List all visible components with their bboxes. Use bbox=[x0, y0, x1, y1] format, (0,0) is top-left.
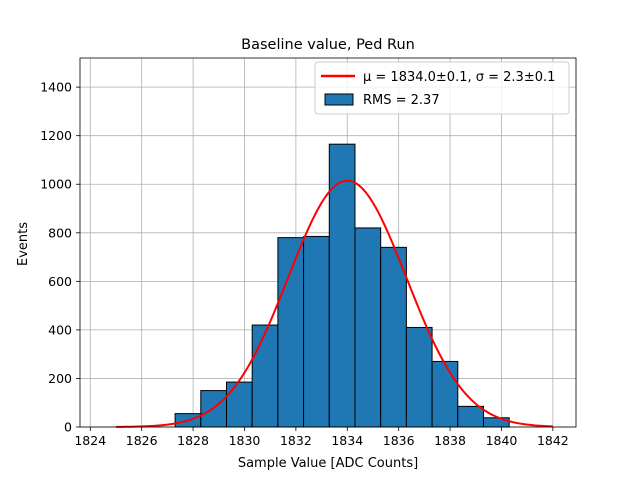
y-axis-label: Events bbox=[16, 222, 31, 266]
histogram-bar bbox=[277, 237, 305, 428]
x-tick-label: 1842 bbox=[537, 433, 569, 448]
gaussian-fit-curve bbox=[115, 179, 553, 428]
histogram-bar bbox=[354, 227, 382, 428]
legend: μ = 1834.0±0.1, σ = 2.3±0.1 RMS = 2.37 bbox=[314, 61, 570, 115]
histogram-bar bbox=[225, 381, 253, 428]
histogram-bar bbox=[328, 143, 356, 428]
x-tick-label: 1830 bbox=[229, 433, 261, 448]
histogram-bar bbox=[380, 246, 407, 428]
histogram-bar bbox=[457, 405, 484, 428]
x-tick-label: 1840 bbox=[486, 433, 518, 448]
y-tick-label: 600 bbox=[48, 274, 72, 289]
x-tick-label: 1826 bbox=[126, 433, 158, 448]
y-tick-label: 1200 bbox=[40, 128, 72, 143]
y-tick-label: 1400 bbox=[40, 80, 72, 95]
y-tick-label: 1000 bbox=[40, 177, 72, 192]
y-axis-ticks: 0 200 400 600 800 1000 1200 1400 bbox=[40, 80, 80, 435]
histogram-bars bbox=[174, 143, 510, 428]
x-tick-label: 1838 bbox=[434, 433, 466, 448]
x-axis-ticks: 1824 1826 1828 1830 1832 1834 1836 1838 1840 1842 bbox=[74, 427, 569, 448]
y-tick-label: 400 bbox=[48, 322, 72, 337]
histogram-bar bbox=[431, 360, 459, 428]
x-tick-label: 1824 bbox=[74, 433, 106, 448]
x-tick-label: 1828 bbox=[177, 433, 209, 448]
x-tick-label: 1836 bbox=[383, 433, 415, 448]
legend-rms-label: RMS = 2.37 bbox=[363, 93, 440, 108]
histogram-bar bbox=[303, 235, 330, 428]
chart-title: Baseline value, Ped Run bbox=[241, 37, 415, 53]
legend-box bbox=[314, 61, 570, 115]
histogram-bar bbox=[405, 326, 433, 428]
y-tick-label: 200 bbox=[48, 371, 72, 386]
y-tick-label: 0 bbox=[64, 420, 72, 435]
x-tick-label: 1834 bbox=[331, 433, 363, 448]
axes-frame bbox=[79, 57, 577, 428]
histogram-bar bbox=[251, 324, 279, 428]
x-tick-label: 1832 bbox=[280, 433, 312, 448]
y-tick-label: 800 bbox=[48, 225, 72, 240]
legend-fit-label: μ = 1834.0±0.1, σ = 2.3±0.1 bbox=[363, 70, 555, 85]
legend-rms-swatch bbox=[324, 93, 354, 106]
x-axis-label: Sample Value [ADC Counts] bbox=[238, 456, 418, 471]
